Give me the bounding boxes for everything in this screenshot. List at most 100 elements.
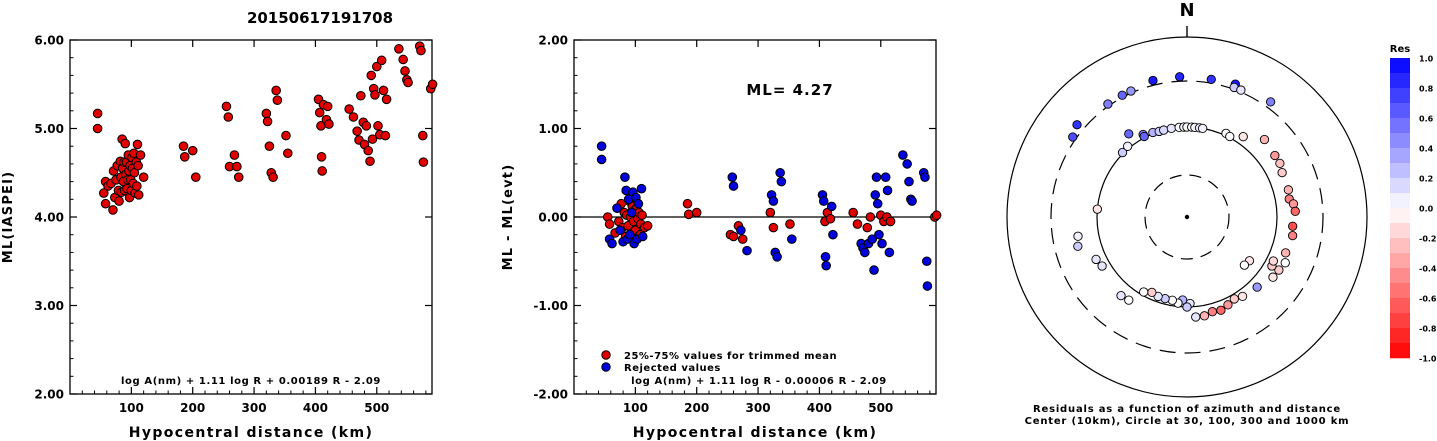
station-residual-point	[1191, 312, 1201, 322]
magnitude-point	[356, 90, 366, 101]
colorbar-tick-label: 1.0	[1419, 55, 1434, 64]
station-residual-point	[1223, 300, 1233, 310]
figure-title: 20150617191708	[247, 9, 393, 27]
magnitude-point	[365, 156, 375, 167]
panel2-formula: log A(nm) + 1.11 log R - 0.00006 R - 2.0…	[631, 376, 887, 387]
magnitude-point	[378, 85, 389, 96]
rejected-point	[867, 234, 877, 244]
station-residual-point	[1139, 287, 1149, 297]
rejected-point	[860, 247, 870, 258]
panel2-ticks: 100 200 300 400 500 -2.00 -1.00 0.00 1.00 2.00	[533, 34, 936, 415]
station-residual-point	[1068, 132, 1078, 142]
colorbar-cell	[1390, 283, 1410, 299]
panel1-ytick-label: 3.00	[34, 299, 64, 313]
magnitude-point	[264, 141, 275, 151]
colorbar-cell	[1390, 328, 1410, 344]
panel1-points	[92, 41, 438, 215]
magnitude-point	[314, 107, 325, 118]
station-residual-point	[1277, 167, 1287, 178]
magnitude-distance-panel: 100 200 300 400 500 2.00 3.00 4.00 5.00 6.00 ML(I…	[1, 34, 438, 441]
panel2-ytick-label: 0.00	[538, 211, 568, 225]
panel1-xtick-label: 100	[119, 401, 144, 415]
azimuth-rings	[1006, 26, 1368, 398]
rejected-point	[884, 247, 895, 258]
legend-label-trimmed: 25%-75% values for trimmed mean	[624, 351, 837, 362]
rejected-point	[776, 176, 787, 187]
rejected-point	[625, 229, 635, 240]
station-residual-point	[1239, 260, 1250, 270]
colorbar-cell	[1390, 268, 1410, 284]
ring-300km	[1050, 80, 1324, 354]
station-residual-point	[1265, 97, 1276, 107]
station-residual-point	[1252, 282, 1262, 292]
trimmed-point	[885, 216, 896, 227]
station-residual-point	[1287, 230, 1298, 241]
colorbar-cells	[1390, 58, 1410, 359]
magnitude-point	[108, 205, 118, 215]
trimmed-point	[931, 210, 942, 221]
panel2-xtick-label: 300	[746, 401, 771, 415]
station-residual-point	[1268, 256, 1278, 266]
ring-30km	[1144, 174, 1230, 260]
station-residual-point	[1175, 72, 1185, 82]
magnitude-point	[100, 198, 111, 209]
magnitude-point	[114, 196, 124, 206]
panel1-ticks: 100 200 300 400 500 2.00 3.00 4.00 5.00 6.00	[34, 34, 432, 415]
trimmed-point	[768, 222, 779, 233]
station-residual-point	[1072, 120, 1082, 130]
panel1-ytick-label: 2.00	[34, 388, 64, 402]
rejected-point	[870, 190, 881, 200]
magnitude-point	[261, 108, 272, 119]
trimmed-point	[848, 207, 858, 218]
magnitude-point	[394, 44, 404, 54]
rejected-point	[727, 172, 738, 182]
station-residual-point	[1182, 302, 1192, 312]
panel1-ytick-label: 6.00	[34, 34, 64, 48]
rejected-point	[820, 252, 831, 262]
rejected-point	[880, 172, 891, 182]
colorbar-cell	[1390, 313, 1410, 329]
colorbar-cell	[1390, 343, 1410, 359]
magnitude-point	[427, 79, 438, 90]
magnitude-point	[135, 150, 146, 160]
colorbar-tick-label: 0.0	[1419, 205, 1434, 214]
trimmed-point	[683, 209, 694, 220]
station-residual-point	[1274, 265, 1284, 275]
station-residual-point	[1237, 291, 1248, 302]
rejected-point	[828, 229, 838, 240]
magnitude-point	[187, 145, 198, 156]
magnitude-point	[398, 54, 408, 65]
panel1-xtick-label: 500	[364, 401, 389, 415]
panel2-xtick-label: 500	[868, 401, 893, 415]
rejected-point	[921, 256, 932, 267]
colorbar: Res 1.0 0.8 0.6 0.4 0.2 0.0 -0.2 -0.4 -0.6 -0.8 -1…	[1390, 44, 1437, 364]
station-residual-point	[1197, 123, 1208, 134]
colorbar-tick-label: 0.4	[1419, 145, 1434, 154]
rejected-point	[871, 172, 882, 182]
colorbar-cell	[1390, 163, 1410, 179]
trimmed-point	[642, 221, 653, 231]
magnitude-point	[262, 116, 273, 127]
station-residual-point	[1117, 147, 1128, 158]
magnitude-point	[363, 145, 373, 156]
colorbar-cell	[1390, 133, 1410, 149]
rejected-point	[626, 207, 637, 218]
rejected-point	[920, 172, 930, 182]
rejected-point	[633, 198, 644, 209]
station-residual-point	[1225, 131, 1235, 142]
trimmed-point	[691, 207, 702, 218]
rejected-point	[821, 260, 831, 271]
station-residual-point	[1166, 123, 1177, 134]
magnitude-point	[223, 112, 234, 122]
station-residual-point	[1268, 272, 1278, 282]
residual-distance-panel: 100 200 300 400 500 -2.00 -1.00 0.00 1.00 2.00 ML…	[501, 34, 942, 441]
rejected-point	[615, 225, 625, 236]
magnitude-point	[316, 152, 327, 162]
colorbar-cell	[1390, 298, 1410, 314]
trimmed-point	[737, 234, 748, 244]
panel2-ytick-label: 2.00	[538, 34, 568, 48]
colorbar-cell	[1390, 88, 1410, 104]
magnitude-point	[190, 172, 201, 182]
magnitude-point	[381, 94, 392, 105]
